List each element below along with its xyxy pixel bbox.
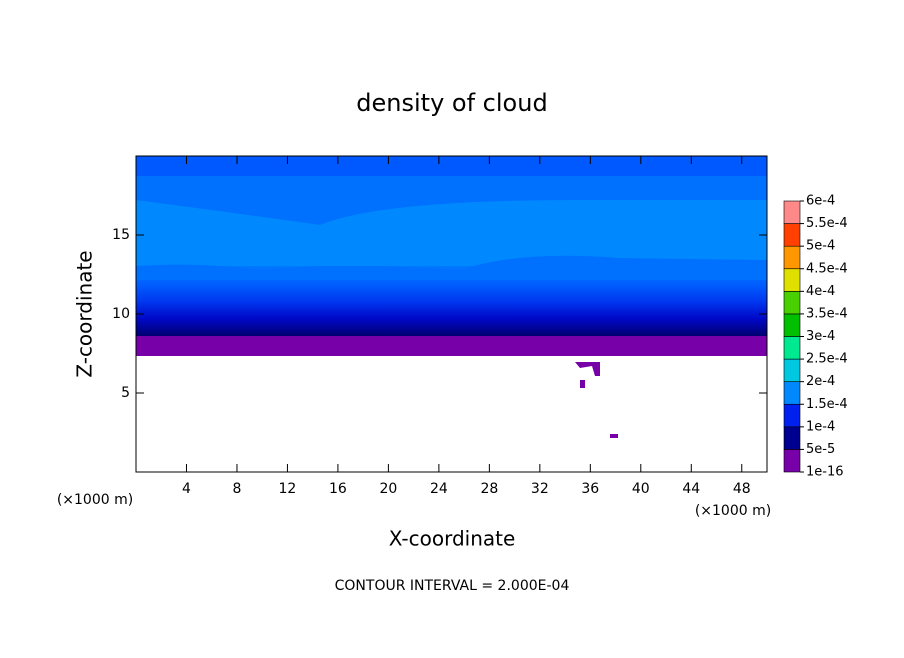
colorbar-label: 6e-4 xyxy=(806,194,835,209)
contour-field xyxy=(136,156,767,472)
colorbar-label: 1e-4 xyxy=(806,419,835,434)
x-tick-label: 8 xyxy=(232,481,241,497)
y-tick-label: 5 xyxy=(121,385,130,401)
colorbar-label: 1e-16 xyxy=(806,465,844,480)
colorbar-band xyxy=(783,381,801,405)
x-tick-label: 20 xyxy=(379,481,397,497)
colorbar-label: 4.5e-4 xyxy=(806,261,848,276)
x-unit: (×1000 m) xyxy=(695,503,771,519)
colorbar-band xyxy=(783,403,801,428)
colorbar-band xyxy=(783,449,801,473)
x-tick-label: 12 xyxy=(279,481,297,497)
colorbar-band xyxy=(783,268,801,292)
chart-title: density of cloud xyxy=(356,89,547,117)
colorbar-label: 5e-5 xyxy=(806,442,835,457)
colorbar-label: 5e-4 xyxy=(806,239,835,254)
x-tick-label: 40 xyxy=(632,481,650,497)
colorbar-label: 2.5e-4 xyxy=(806,352,848,367)
x-tick-label: 32 xyxy=(531,481,549,497)
x-tick-label: 16 xyxy=(329,481,347,497)
colorbar-label: 4e-4 xyxy=(806,284,835,299)
colorbar-band xyxy=(783,313,801,337)
colorbar-label: 3e-4 xyxy=(806,329,835,344)
x-axis-label: X-coordinate xyxy=(389,527,516,551)
x-tick-label: 4 xyxy=(182,481,191,497)
colorbar-band xyxy=(783,426,801,450)
x-tick-label: 48 xyxy=(733,481,751,497)
colorbar-band xyxy=(783,336,801,360)
colorbar-label: 2e-4 xyxy=(806,374,835,389)
y-tick-label: 10 xyxy=(112,306,130,322)
x-tick-label: 28 xyxy=(480,481,498,497)
colorbar-label: 5.5e-4 xyxy=(806,216,848,231)
colorbar-band xyxy=(783,291,801,315)
x-tick-label: 36 xyxy=(581,481,599,497)
colorbar-band xyxy=(783,223,801,247)
y-unit: (×1000 m) xyxy=(57,492,133,508)
colorbar-label: 3.5e-4 xyxy=(806,306,848,321)
x-tick-label: 44 xyxy=(682,481,700,497)
colorbar-band xyxy=(783,200,801,224)
y-axis-label: Z-coordinate xyxy=(73,250,97,377)
y-tick-label: 15 xyxy=(112,227,130,243)
x-tick-label: 24 xyxy=(430,481,448,497)
colorbar-band xyxy=(783,358,801,382)
footnote: CONTOUR INTERVAL = 2.000E-04 xyxy=(335,578,570,594)
colorbar-band xyxy=(783,245,801,270)
colorbar-label: 1.5e-4 xyxy=(806,397,848,412)
